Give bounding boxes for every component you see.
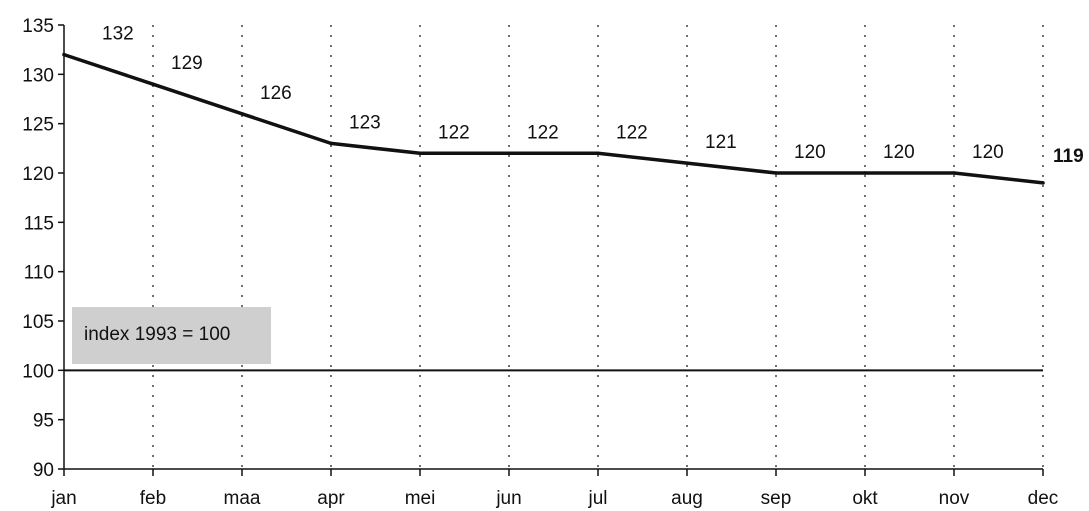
annotation-background xyxy=(72,307,271,364)
data-label-mei: 122 xyxy=(438,122,470,143)
x-tick-label: feb xyxy=(140,488,166,509)
y-tick-label: 120 xyxy=(22,164,54,185)
y-tick-label: 100 xyxy=(22,361,54,382)
x-tick-label: sep xyxy=(761,488,792,509)
annotation-box: index 1993 = 100 xyxy=(72,307,271,364)
data-point-apr xyxy=(329,141,333,146)
axes xyxy=(63,25,1043,470)
data-label-okt: 120 xyxy=(883,142,915,163)
y-tick-label: 115 xyxy=(24,213,54,234)
y-tick-label: 95 xyxy=(33,411,54,432)
y-tick-label: 135 xyxy=(22,16,54,37)
y-ticks: 90 95 100 105 110 115 120 125 130 135 xyxy=(22,16,64,481)
series-line xyxy=(63,52,1044,185)
data-point-aug xyxy=(685,161,689,165)
x-tick-label: dec xyxy=(1028,488,1059,509)
data-label-jan: 132 xyxy=(102,24,134,45)
data-point-nov xyxy=(952,171,956,175)
data-point-maa xyxy=(240,112,244,116)
data-point-feb xyxy=(151,82,155,86)
data-point-sep xyxy=(774,171,778,175)
data-labels: 132 129 126 123 122 122 122 121 120 120 120 119 xyxy=(102,24,1084,167)
y-tick-label: 105 xyxy=(22,312,54,333)
x-tick-label: maa xyxy=(224,488,261,509)
data-label-nov: 120 xyxy=(972,142,1004,163)
data-label-maa: 126 xyxy=(260,83,292,104)
x-tick-label: jan xyxy=(50,488,76,509)
y-tick-label: 110 xyxy=(24,263,54,284)
data-points xyxy=(62,52,1045,185)
x-tick-label: nov xyxy=(939,488,970,509)
x-tick-label: jul xyxy=(587,488,607,509)
x-tick-label: jun xyxy=(495,488,521,509)
data-label-aug: 121 xyxy=(705,132,737,153)
data-label-dec: 119 xyxy=(1053,146,1084,167)
data-point-jun xyxy=(507,151,511,156)
data-label-feb: 129 xyxy=(171,53,203,74)
y-tick-label: 90 xyxy=(33,460,54,481)
annotation-text: index 1993 = 100 xyxy=(84,324,230,345)
x-tick-label: apr xyxy=(317,488,345,509)
data-point-jul xyxy=(596,151,600,156)
data-point-mei xyxy=(418,151,422,156)
vertical-gridlines xyxy=(152,25,1044,469)
x-tick-label: mei xyxy=(405,488,436,509)
data-label-sep: 120 xyxy=(794,142,826,163)
data-label-apr: 123 xyxy=(349,112,381,133)
data-point-dec xyxy=(1041,181,1045,185)
data-point-okt xyxy=(863,171,867,175)
x-tick-label: aug xyxy=(671,488,703,509)
y-tick-label: 130 xyxy=(22,65,54,86)
data-point-jan xyxy=(62,52,66,57)
x-ticks: jan feb maa apr mei jun jul aug sep okt nov dec xyxy=(50,469,1058,509)
x-tick-label: okt xyxy=(852,488,878,509)
y-tick-label: 125 xyxy=(22,115,54,136)
data-label-jul: 122 xyxy=(616,122,648,143)
data-label-jun: 122 xyxy=(527,122,559,143)
